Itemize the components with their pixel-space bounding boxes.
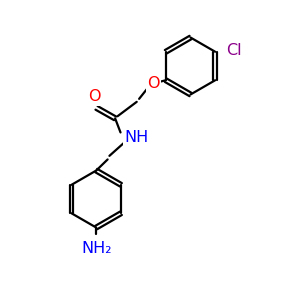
Text: Cl: Cl: [226, 43, 242, 58]
Text: NH: NH: [124, 130, 148, 146]
Text: NH₂: NH₂: [81, 242, 112, 256]
Text: O: O: [88, 89, 100, 104]
Text: O: O: [147, 76, 160, 91]
